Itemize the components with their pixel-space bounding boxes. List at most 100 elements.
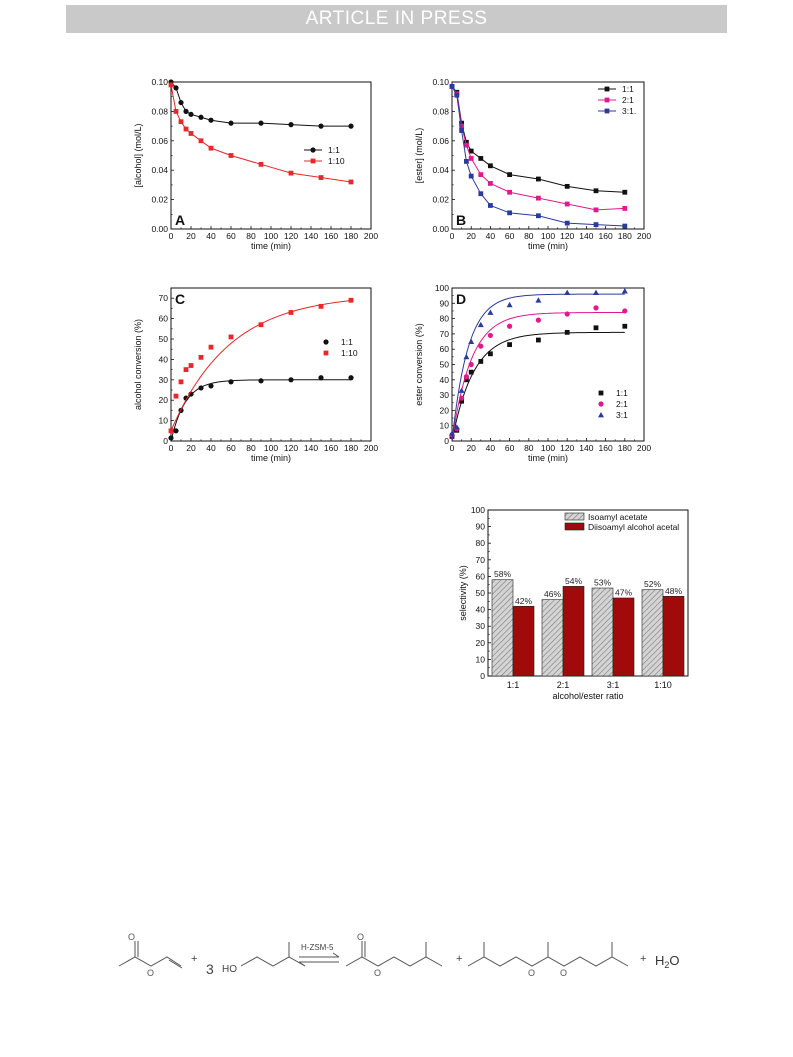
data-label: 42%	[515, 596, 532, 606]
data-label: 53%	[594, 578, 611, 588]
data-point	[348, 179, 354, 185]
y-tick-label: 60	[440, 344, 450, 354]
data-point	[449, 84, 455, 89]
data-point	[536, 337, 541, 343]
scheme-coefficient: 3	[206, 961, 214, 977]
data-label: 48%	[665, 586, 682, 596]
y-tick-label: 40	[476, 605, 486, 615]
data-point	[468, 338, 475, 344]
x-tick-label: 200	[364, 443, 378, 453]
isoamyl-alcohol-structure	[240, 942, 306, 967]
data-point	[507, 172, 512, 178]
x-axis-label: time (min)	[251, 453, 291, 463]
legend-marker	[598, 390, 604, 396]
y-tick-label: 0.08	[432, 106, 449, 116]
legend-label: 3:1	[616, 410, 628, 420]
data-point	[188, 131, 194, 136]
x-tick-label: 180	[618, 443, 632, 453]
data-point	[564, 311, 570, 317]
data-point	[507, 342, 512, 348]
x-tick-label: 3:1	[607, 680, 620, 690]
data-point	[488, 203, 493, 208]
data-point	[258, 322, 264, 328]
x-tick-label: 80	[246, 443, 256, 453]
data-point	[178, 99, 184, 106]
x-tick-label: 40	[486, 231, 496, 241]
x-axis-label: alcohol/ester ratio	[552, 691, 623, 701]
data-point	[593, 289, 599, 295]
y-tick-label: 30	[159, 375, 169, 385]
legend-label: 1:1	[328, 145, 340, 155]
data-point	[463, 353, 470, 360]
data-point	[464, 142, 469, 148]
y-axis-label: selectivity (%)	[458, 565, 468, 621]
legend-marker	[310, 158, 316, 164]
y-tick-label: 0.10	[432, 77, 449, 87]
data-point	[593, 305, 599, 311]
series-line	[170, 84, 352, 183]
series-line	[451, 86, 625, 211]
x-tick-label: 180	[618, 231, 632, 241]
y-tick-label: 100	[471, 505, 485, 515]
y-tick-label: 0.00	[151, 224, 168, 234]
chart-e: 0 10 20 30 40 50 60 70 80 90 100 1:1 58% 42% 2:1 46% 54%…	[458, 505, 689, 701]
y-tick-label: 50	[476, 588, 486, 598]
legend-marker	[604, 97, 610, 103]
data-point	[593, 207, 599, 213]
x-tick-label: 60	[505, 443, 515, 453]
plot-frame	[451, 81, 645, 230]
legend-label: 1:10	[328, 156, 345, 166]
y-tick-label: 0.02	[151, 195, 168, 205]
x-tick-label: 20	[186, 231, 196, 241]
data-point	[454, 92, 460, 98]
x-tick-label: 20	[466, 443, 476, 453]
x-tick-label: 0	[169, 231, 174, 241]
legend-label: 2:1	[622, 95, 634, 105]
x-tick-label: 80	[246, 231, 256, 241]
water-formula: H2O	[655, 953, 680, 970]
scheme-catalyst-label: H-ZSM-5	[301, 943, 334, 952]
data-point	[622, 308, 628, 314]
y-tick-label: 40	[159, 354, 169, 364]
y-tick-label: 30	[440, 390, 450, 400]
legend-label: 1:1	[341, 337, 353, 347]
x-tick-label: 1:1	[507, 680, 520, 690]
x-tick-label: 80	[524, 443, 534, 453]
data-point	[564, 289, 571, 295]
data-point	[288, 377, 294, 383]
data-point	[168, 82, 174, 88]
x-tick-label: 140	[304, 231, 318, 241]
legend-label: 2:1	[616, 399, 628, 409]
data-point	[198, 354, 204, 360]
x-tick-label: 140	[579, 231, 593, 241]
x-axis-label: time (min)	[251, 241, 291, 251]
data-point	[449, 430, 455, 436]
fit-curve	[170, 300, 352, 432]
y-tick-label: 70	[159, 293, 169, 303]
data-point	[468, 361, 474, 368]
data-point	[178, 119, 184, 125]
data-point	[208, 383, 214, 389]
data-point	[459, 398, 464, 404]
x-tick-label: 100	[264, 231, 278, 241]
data-point	[178, 379, 184, 385]
bar	[641, 589, 664, 677]
x-tick-label: 120	[284, 443, 298, 453]
chart-b: 0.00 0.02 0.04 0.06 0.08 0.10 0 20 40 60 80 100 120 1…	[414, 77, 651, 251]
y-tick-label: 20	[440, 405, 450, 415]
y-axis-label: alcohol conversion (%)	[133, 319, 143, 410]
data-point	[348, 375, 354, 381]
data-point	[564, 201, 570, 207]
data-point	[478, 191, 484, 197]
data-point	[183, 108, 189, 114]
y-tick-label: 60	[159, 314, 169, 324]
data-point	[168, 435, 174, 441]
data-point	[173, 85, 179, 91]
data-point	[459, 123, 464, 129]
data-label: 54%	[565, 576, 582, 586]
data-point	[318, 303, 324, 309]
legend-marker	[323, 339, 329, 345]
y-axis-label: ester conversion (%)	[414, 323, 424, 406]
data-point	[622, 323, 628, 329]
scheme-oxygen-label: O	[560, 968, 567, 978]
